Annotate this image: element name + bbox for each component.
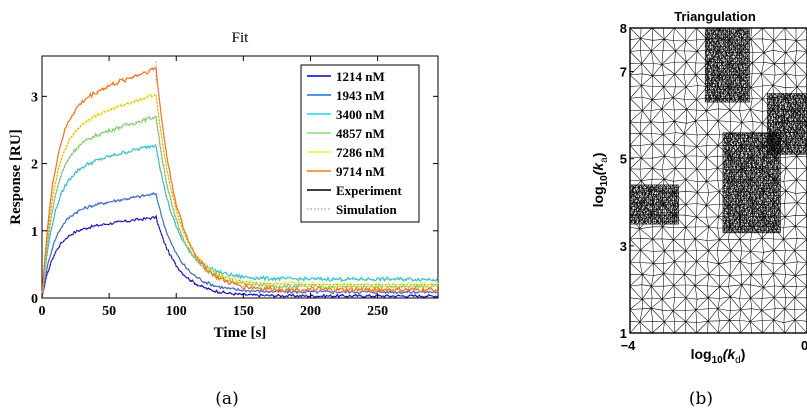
legend-label: Simulation (336, 202, 397, 217)
simulation-line-9714-nm (41, 67, 438, 299)
panel-b-y-label-var: (k (590, 162, 606, 176)
simulation-line-1214-nm (41, 216, 438, 299)
legend-label: 4857 nM (336, 126, 385, 141)
panel-b-title: Triangulation (674, 9, 756, 24)
panel-b-x-label-log: log (691, 346, 712, 362)
x-tick-label: 150 (233, 304, 254, 319)
caption-a: (a) (215, 389, 238, 409)
legend-box (300, 64, 420, 223)
mesh-refined-region-3 (722, 132, 781, 234)
caption-b: (b) (689, 389, 713, 409)
y-tick-label: 2 (31, 158, 38, 173)
legend-label: 3400 nM (336, 107, 385, 122)
panel-b-mesh (629, 27, 807, 334)
panel-a-x-axis: 0 50 100 150 200 250 (39, 56, 388, 319)
panel-b-x-label: log10(kd) (691, 346, 746, 366)
mesh-refined-region-2 (704, 27, 750, 103)
panel-b-x-label-var: (k (723, 346, 737, 362)
series-line-1214-nm (41, 214, 439, 299)
b-y-tick-label: 1 (620, 326, 627, 341)
legend-label: 9714 nM (336, 164, 385, 179)
panel-b-x-label-close: ) (741, 346, 746, 362)
simulation-line-3400-nm (41, 144, 438, 299)
x-tick-label: 200 (300, 304, 321, 319)
y-tick-label: 1 (31, 225, 38, 240)
series-line-4857-nm (41, 115, 439, 299)
panel-b-y-label-close: ) (590, 153, 606, 158)
panel-a-y-axis: 0 1 2 3 (31, 90, 438, 307)
series-line-1943-nm (41, 191, 439, 299)
panel-b-y-label-sub: 10 (599, 175, 610, 187)
panel-a-title: Fit (232, 30, 250, 46)
legend-label: 1214 nM (336, 69, 385, 84)
panel-b-x-label-varsub: d (735, 355, 741, 366)
legend-label: 7286 nM (336, 145, 385, 160)
panel-a: Fit 0 50 100 150 200 250 0 1 2 3 Time [s] Respon… (8, 30, 439, 341)
mesh-refined-region-4 (766, 93, 807, 155)
x-tick-label: 250 (367, 304, 388, 319)
panel-a-series-group (41, 61, 439, 299)
legend-label: Experiment (336, 183, 402, 198)
mesh-refined-region-1 (629, 184, 679, 225)
panel-b-y-label-log: log (590, 186, 606, 207)
panel-b-x-label-sub: 10 (712, 355, 724, 366)
panel-a-x-label: Time [s] (214, 325, 267, 341)
y-tick-label: 0 (31, 292, 38, 307)
panel-b-plot-area (629, 27, 807, 334)
x-tick-label: 0 (39, 304, 46, 319)
b-x-tick-label: −4 (621, 338, 637, 353)
legend-label: 1943 nM (336, 88, 385, 103)
panel-b-y-label: log10(ka) (590, 153, 610, 208)
simulation-line-7286-nm (41, 93, 438, 299)
b-y-tick-label: 8 (620, 21, 627, 36)
panel-b-y-label-varsub: a (599, 157, 610, 163)
b-x-tick-label: 0 (801, 338, 807, 353)
panel-a-legend: 1214 nM 1943 nM 3400 nM 4857 nM 7286 nM 9714 … (300, 64, 420, 223)
b-y-tick-label: 7 (620, 65, 627, 80)
panel-b-axes: 1 3 5 7 8 −4 0 (620, 21, 807, 353)
b-y-tick-label: 5 (620, 152, 627, 167)
x-tick-label: 50 (102, 304, 116, 319)
b-y-tick-label: 3 (620, 239, 627, 254)
x-tick-label: 100 (166, 304, 187, 319)
y-tick-label: 3 (31, 90, 38, 105)
panel-a-y-label: Response [RU] (8, 129, 24, 224)
